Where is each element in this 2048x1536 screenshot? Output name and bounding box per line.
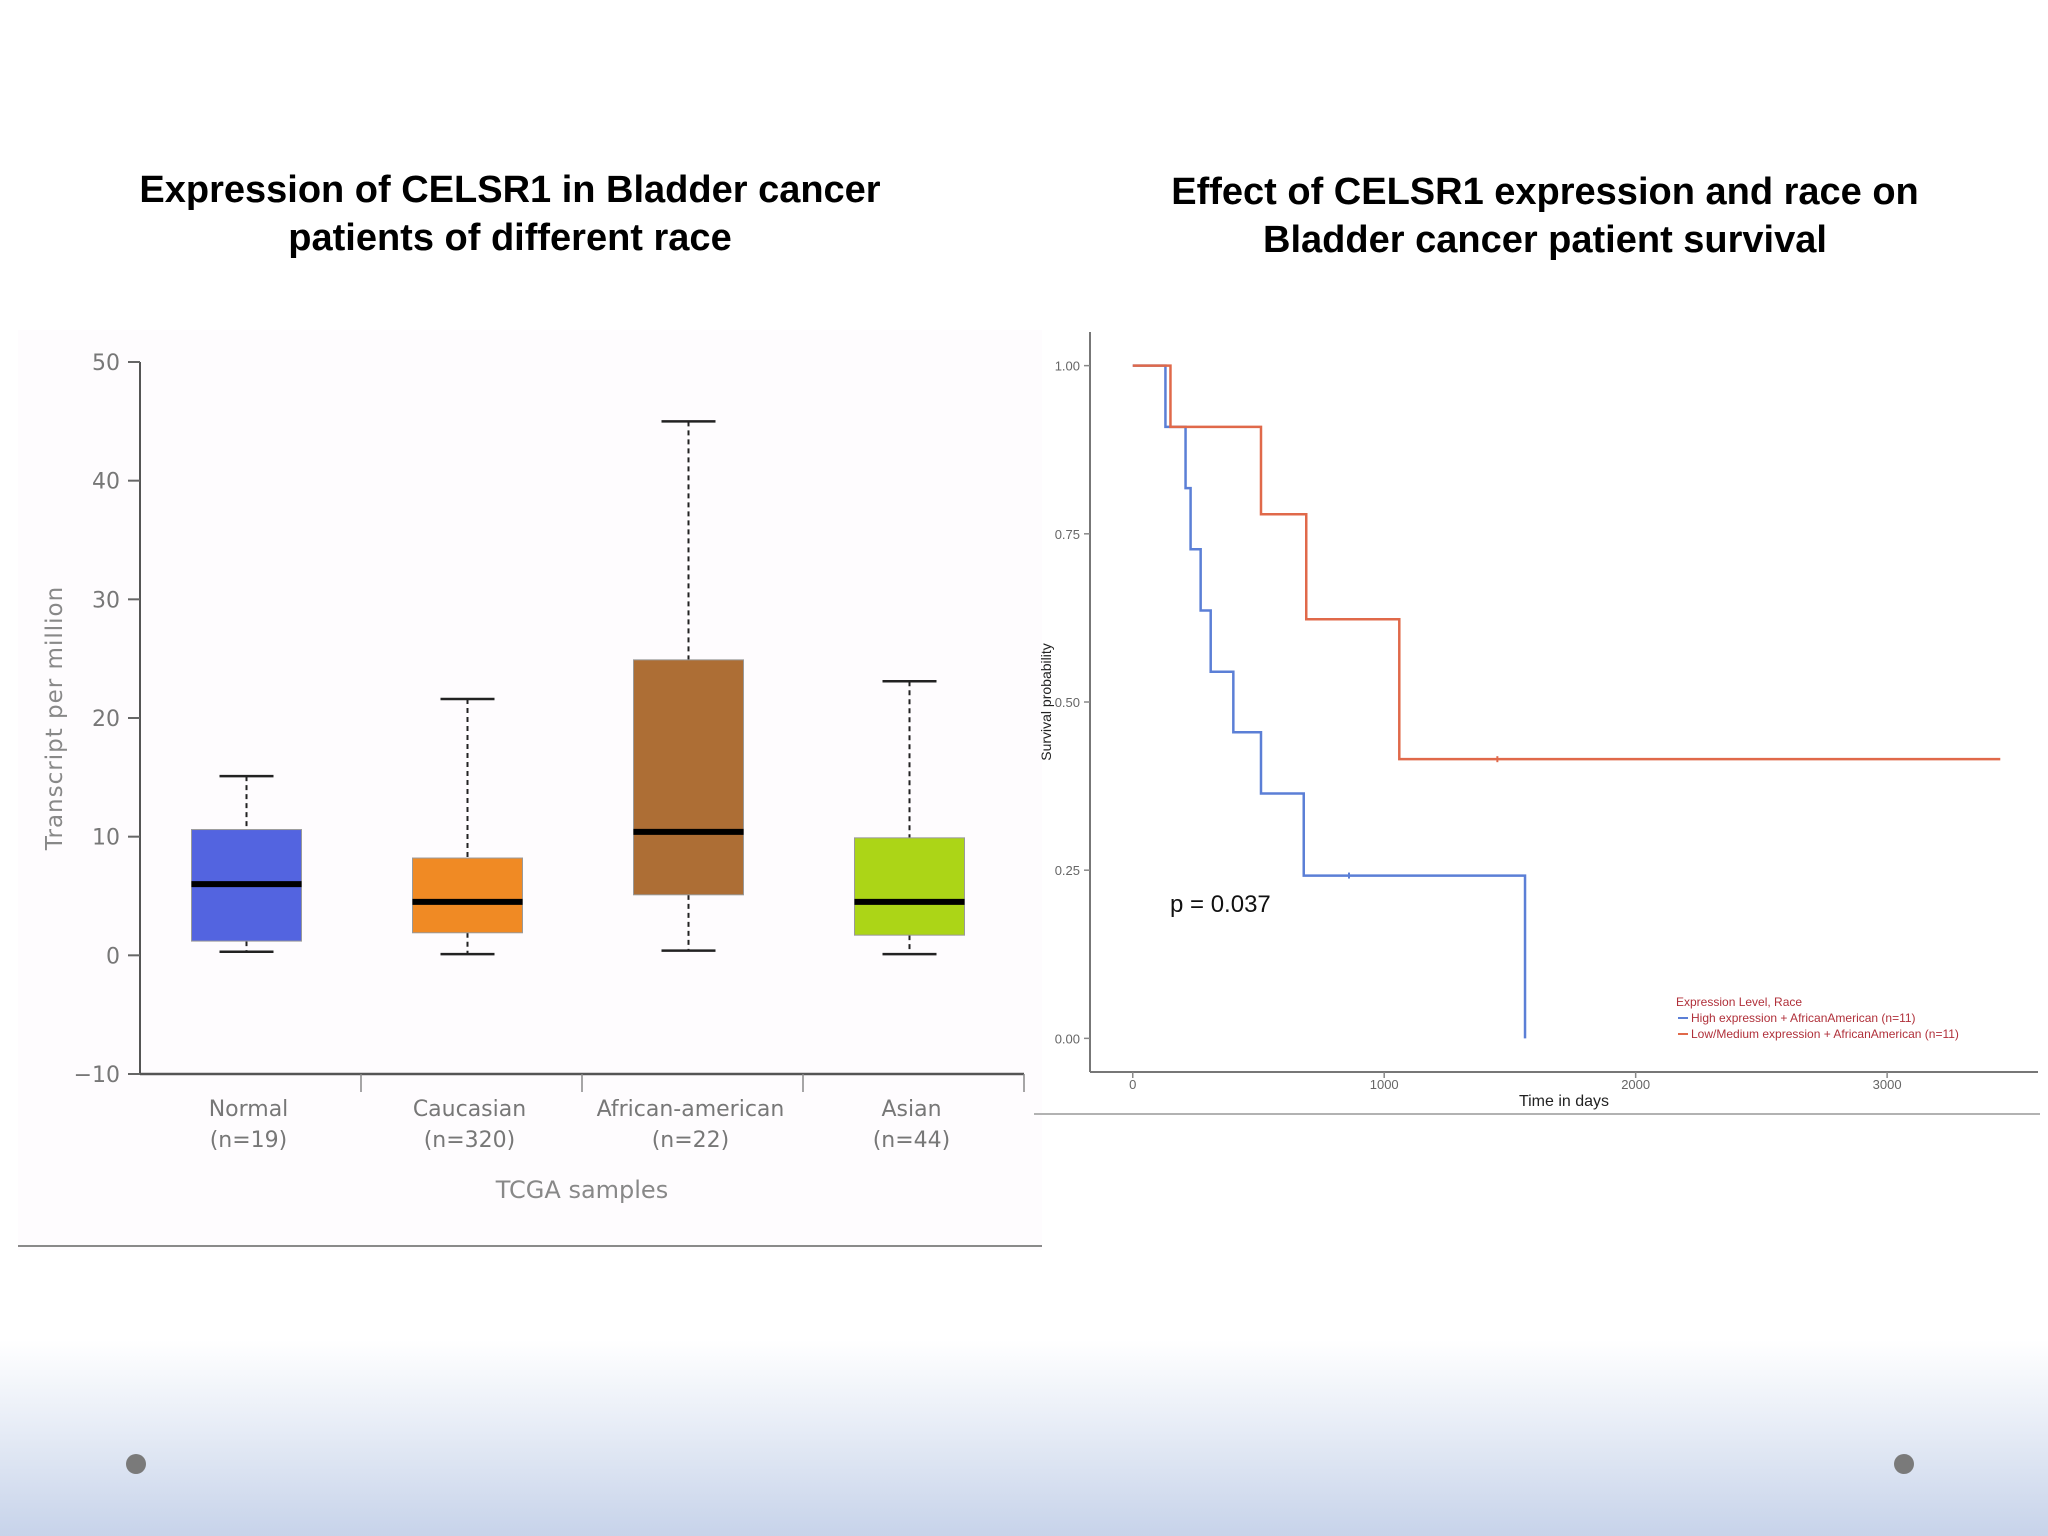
y-tick-label: −10 bbox=[74, 1063, 120, 1088]
box-caucasian bbox=[412, 697, 523, 956]
legend-label: High expression + AfricanAmerican (n=11) bbox=[1691, 1011, 1916, 1025]
y-tick-label: 0.25 bbox=[1055, 863, 1080, 878]
boxplot-background bbox=[18, 330, 1042, 1250]
legend-title: Expression Level, Race bbox=[1676, 995, 1802, 1009]
box-iqr bbox=[633, 659, 744, 896]
box-normal bbox=[191, 774, 302, 954]
category-count: (n=44) bbox=[873, 1128, 951, 1153]
category-label: Normal bbox=[209, 1097, 289, 1122]
x-axis-label: TCGA samples bbox=[495, 1176, 668, 1204]
km-series-high-expression bbox=[1132, 364, 1527, 1039]
boxplot-title-line2: patients of different race bbox=[288, 217, 732, 259]
boxplot-title: Expression of CELSR1 in Bladder cancer p… bbox=[40, 166, 980, 262]
x-tick-label: 2000 bbox=[1621, 1077, 1650, 1092]
x-tick-label: 3000 bbox=[1873, 1077, 1902, 1092]
y-tick-label: 0.50 bbox=[1055, 695, 1080, 710]
boxplot-title-line1: Expression of CELSR1 in Bladder cancer bbox=[139, 169, 881, 211]
category-count: (n=19) bbox=[210, 1128, 288, 1153]
box-asian bbox=[854, 679, 965, 956]
category-label: Asian bbox=[881, 1097, 941, 1122]
y-tick-label: 0.75 bbox=[1055, 527, 1080, 542]
y-axis-label: Transcript per million bbox=[42, 586, 68, 851]
x-tick-label: 1000 bbox=[1370, 1077, 1399, 1092]
box-iqr bbox=[412, 857, 523, 934]
survival-curve bbox=[1132, 364, 2001, 761]
box-iqr bbox=[854, 837, 965, 936]
p-value-annotation: p = 0.037 bbox=[1170, 891, 1271, 918]
km-series-low-medium-expression bbox=[1132, 364, 2001, 763]
survival-title: Effect of CELSR1 expression and race on … bbox=[1080, 168, 2010, 264]
category-count: (n=320) bbox=[424, 1128, 516, 1153]
boxplot-chart: −10 0 10 20 30 40 50 Transcript per million Norm… bbox=[18, 330, 1042, 1250]
y-axis-label: Survival probability bbox=[1038, 643, 1054, 761]
box-african-american bbox=[633, 420, 744, 952]
y-tick-label: 40 bbox=[92, 470, 120, 495]
slide-bullet-right bbox=[1894, 1454, 1914, 1474]
category-count: (n=22) bbox=[652, 1128, 730, 1153]
y-tick-label: 10 bbox=[92, 826, 120, 851]
legend-label: Low/Medium expression + AfricanAmerican … bbox=[1691, 1027, 1959, 1041]
survival-chart: 0.00 0.25 0.50 0.75 1.00 0 1000 2000 3000 Surviva… bbox=[1034, 332, 2040, 1115]
survival-title-line1: Effect of CELSR1 expression and race on bbox=[1171, 171, 1919, 213]
slide-bullet-left bbox=[126, 1454, 146, 1474]
category-label: African-american bbox=[597, 1097, 785, 1122]
x-axis-label: Time in days bbox=[1519, 1093, 1609, 1110]
y-tick-label: 0 bbox=[106, 944, 120, 969]
category-label: Caucasian bbox=[413, 1097, 526, 1122]
y-tick-label: 50 bbox=[92, 351, 120, 376]
y-tick-label: 1.00 bbox=[1055, 359, 1080, 374]
y-tick-label: 30 bbox=[92, 588, 120, 613]
y-tick-label: 20 bbox=[92, 707, 120, 732]
survival-title-line2: Bladder cancer patient survival bbox=[1263, 219, 1827, 261]
survival-curve bbox=[1132, 364, 1527, 1039]
y-tick-label: 0.00 bbox=[1055, 1031, 1080, 1046]
x-tick-label: 0 bbox=[1129, 1077, 1136, 1092]
